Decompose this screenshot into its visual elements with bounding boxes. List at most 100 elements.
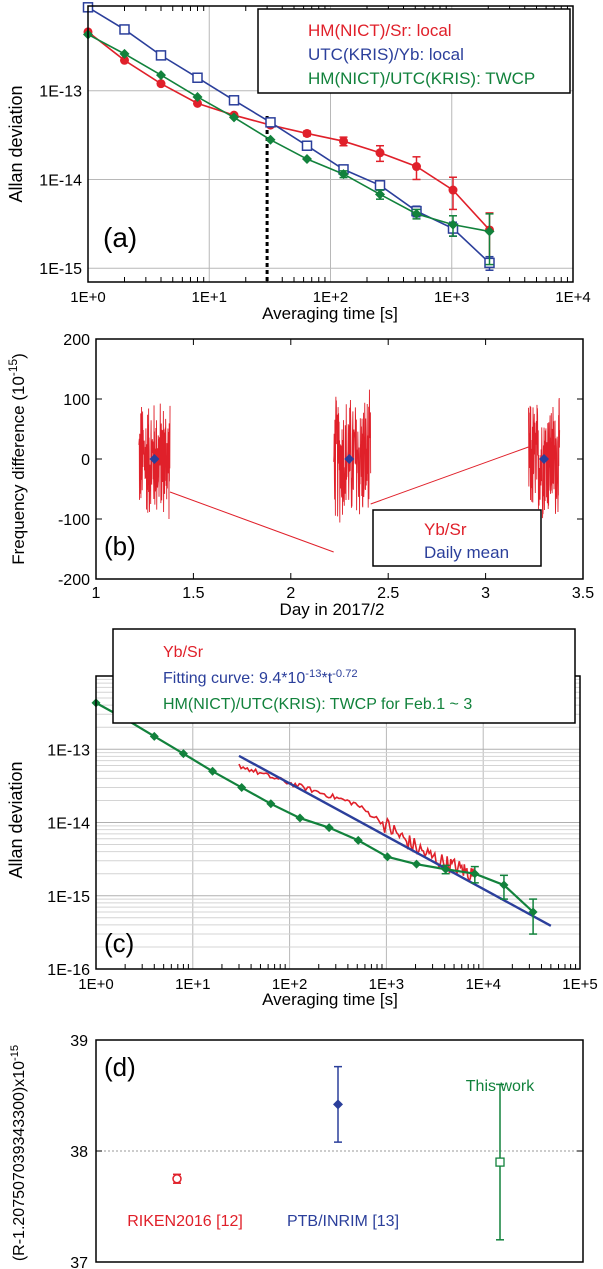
- data-point: [155, 70, 166, 81]
- data-point: [412, 859, 422, 869]
- noise-trace: [528, 397, 561, 519]
- data-point: [499, 880, 509, 890]
- data-point: [119, 24, 130, 35]
- y-axis-title: Allan deviation: [6, 761, 26, 878]
- x-tick-label: 1E+5: [562, 976, 597, 993]
- legend-label: UTC(KRIS)/Yb: local: [308, 45, 464, 64]
- legend-label: HM(NICT)/Sr: local: [308, 21, 452, 40]
- x-tick-label: 1E+3: [434, 289, 469, 306]
- gap-link: [370, 446, 529, 505]
- point-label: This work: [466, 1078, 535, 1095]
- data-point: [149, 731, 159, 741]
- data-point: [178, 749, 188, 759]
- y-tick-label: 38: [70, 1144, 88, 1161]
- x-tick-label: 1E+1: [175, 976, 210, 993]
- plot-frame-a: [87, 5, 574, 283]
- legend-box: [257, 8, 571, 94]
- y-axis-title: Allan deviation: [6, 85, 26, 202]
- data-point: [374, 180, 386, 191]
- data-point: [333, 1099, 343, 1110]
- daily-mean-point: [149, 454, 160, 464]
- y-tick-label: 200: [63, 332, 90, 349]
- y-tick-label: 39: [70, 1033, 88, 1050]
- legend-label: Yb/Sr: [163, 644, 204, 661]
- legend-label: Yb/Sr: [424, 520, 467, 539]
- x-tick-label: 1.5: [182, 585, 204, 602]
- data-point: [495, 1157, 505, 1167]
- x-tick-label: 1E+4: [465, 976, 500, 993]
- data-point: [301, 154, 312, 165]
- series-line: [87, 33, 490, 233]
- data-point: [237, 783, 247, 793]
- panel-label: (c): [104, 928, 134, 958]
- daily-mean-point: [344, 454, 355, 464]
- y-tick-label: -200: [58, 572, 90, 589]
- panel-label: (b): [104, 531, 136, 561]
- y-tick-label: 1E-13: [47, 742, 90, 759]
- y-tick-label: 1E-14: [47, 816, 90, 833]
- data-point: [448, 185, 458, 195]
- data-point: [375, 148, 385, 158]
- text-layer: 1E+0 1E+1 1E+2 1E+3 1E+4 1E-15 1E-14 1E-13 Avera…: [6, 21, 598, 1269]
- data-point: [338, 136, 348, 146]
- x-tick-label: 3: [481, 585, 490, 602]
- x-tick-label: 1E+4: [555, 289, 590, 306]
- y-tick-label: 1E-16: [47, 962, 90, 979]
- series-line: [87, 31, 491, 231]
- data-point: [301, 140, 313, 151]
- panel-label: (d): [104, 1052, 136, 1082]
- data-point: [470, 869, 480, 879]
- x-tick-label: 1E+3: [369, 976, 404, 993]
- series-line: [95, 701, 534, 913]
- panel-label: (a): [103, 222, 137, 253]
- y-axis-title: Frequency difference (10-15): [6, 353, 28, 565]
- data-point: [441, 864, 451, 874]
- x-axis-title: Averaging time [s]: [262, 304, 398, 323]
- data-point: [192, 72, 203, 83]
- legend-label: HM(NICT)/UTC(KRIS): TWCP for Feb.1 ~ 3: [163, 696, 472, 713]
- legend-box: [112, 628, 576, 724]
- daily-mean-point: [539, 454, 550, 464]
- data-point: [528, 907, 538, 917]
- gap-link: [169, 491, 334, 553]
- legend-label: Fitting curve: 9.4*10-13*t-0.72: [163, 668, 358, 687]
- x-axis-title: Averaging time [s]: [262, 990, 398, 1009]
- data-point: [155, 50, 167, 61]
- fit-curve: [238, 754, 552, 927]
- frames-layer: [87, 5, 584, 1263]
- data-point: [192, 91, 203, 102]
- noise-trace: [138, 403, 171, 520]
- data-point: [192, 98, 202, 108]
- series-line: [87, 6, 491, 264]
- data-point: [411, 208, 422, 219]
- data-point: [228, 95, 240, 106]
- data-point: [295, 813, 305, 823]
- y-tick-label: 0: [81, 452, 90, 469]
- x-tick-label: 1E+0: [70, 289, 105, 306]
- data-point: [382, 852, 392, 862]
- data-point: [338, 169, 349, 180]
- noise-trace: [333, 389, 372, 523]
- data-point: [119, 55, 129, 65]
- y-axis-title: (R-1.207507039343300)x10-15: [9, 1045, 28, 1261]
- x-tick-label: 1E+2: [313, 289, 348, 306]
- data-point: [302, 128, 312, 138]
- x-tick-label: 2.5: [377, 585, 399, 602]
- y-tick-label: 1E-13: [39, 84, 82, 101]
- data-point: [172, 1174, 182, 1184]
- data-point: [324, 823, 334, 833]
- y-tick-label: -100: [58, 512, 90, 529]
- y-tick-label: 37: [70, 1255, 88, 1269]
- y-tick-label: 1E-15: [47, 889, 90, 906]
- legend-label: Daily mean: [424, 543, 509, 562]
- x-tick-label: 2: [286, 585, 295, 602]
- point-label: RIKEN2016 [12]: [127, 1213, 243, 1230]
- data-point: [266, 799, 276, 809]
- x-axis-title: Day in 2017/2: [280, 600, 385, 619]
- x-tick-label: 1: [92, 585, 101, 602]
- data-point: [484, 226, 495, 237]
- x-tick-label: 1E+2: [272, 976, 307, 993]
- data-point: [447, 219, 458, 230]
- data-point: [119, 48, 130, 59]
